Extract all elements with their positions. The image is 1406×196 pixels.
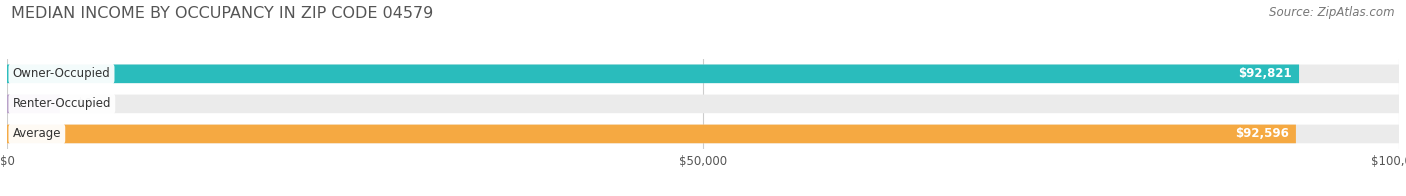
Text: Renter-Occupied: Renter-Occupied [13,97,111,110]
FancyBboxPatch shape [7,94,1399,113]
Text: Source: ZipAtlas.com: Source: ZipAtlas.com [1270,6,1395,19]
FancyBboxPatch shape [7,64,1399,83]
FancyBboxPatch shape [7,125,1296,143]
FancyBboxPatch shape [7,125,1399,143]
Text: $92,596: $92,596 [1234,127,1289,140]
FancyBboxPatch shape [7,94,60,113]
Text: MEDIAN INCOME BY OCCUPANCY IN ZIP CODE 04579: MEDIAN INCOME BY OCCUPANCY IN ZIP CODE 0… [11,6,433,21]
Text: $92,821: $92,821 [1239,67,1292,80]
Text: $0: $0 [77,97,91,110]
FancyBboxPatch shape [7,64,1299,83]
Text: Average: Average [13,127,60,140]
Text: Owner-Occupied: Owner-Occupied [13,67,110,80]
